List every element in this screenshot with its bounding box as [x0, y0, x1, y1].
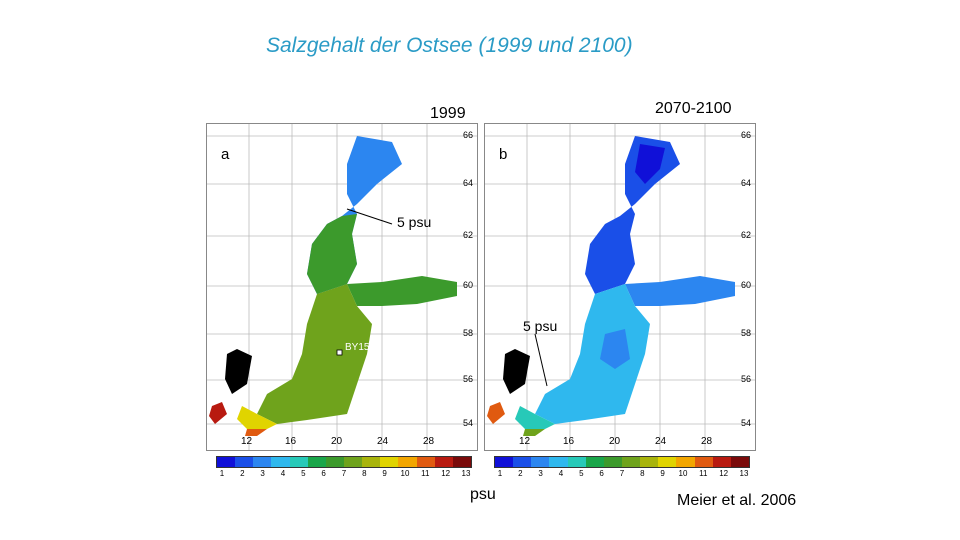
colorbar-tick-label: 4 [280, 469, 286, 478]
lat-tick: 62 [741, 230, 752, 240]
lat-tick: 62 [463, 230, 474, 240]
lat-tick: 56 [463, 374, 474, 384]
lon-tick: 16 [563, 436, 575, 447]
colorbar-swatch [712, 457, 731, 467]
colorbar-tick-label: 8 [362, 469, 367, 478]
lon-tick: 12 [241, 436, 253, 447]
colorbar-swatch [416, 457, 435, 467]
colorbar-b [494, 456, 750, 468]
colorbar-swatch [603, 457, 622, 467]
page-title: Salzgehalt der Ostsee (1999 und 2100) [266, 34, 633, 57]
colorbar-swatch [271, 457, 290, 467]
colorbar-swatch [549, 457, 568, 467]
colorbar-tick-label: 12 [441, 469, 451, 478]
colorbar-tick-label: 5 [579, 469, 584, 478]
colorbar-tick-label: 11 [699, 469, 708, 478]
lat-tick: 64 [463, 178, 474, 188]
lat-tick: 58 [463, 328, 474, 338]
lon-tick: 20 [609, 436, 621, 447]
colorbar-tick-label: 6 [321, 469, 326, 478]
colorbar-swatch [694, 457, 713, 467]
colorbar-tick-label: 12 [719, 469, 729, 478]
colorbar-tick-label: 7 [619, 469, 625, 478]
colorbar-a [216, 456, 472, 468]
colorbar-swatch [640, 457, 659, 467]
colorbar-swatch [380, 457, 399, 467]
colorbar-tick-label: 8 [640, 469, 645, 478]
lon-tick: 24 [377, 436, 389, 447]
station-marker [336, 349, 343, 356]
colorbar-swatch [307, 457, 326, 467]
colorbar-swatch [362, 457, 381, 467]
lat-tick: 66 [741, 130, 752, 140]
station-label: BY15 [345, 342, 370, 353]
colorbar-tick-label: 9 [660, 469, 665, 478]
colorbar-tick-label: 6 [599, 469, 604, 478]
colorbar-tick-label: 13 [739, 469, 749, 478]
colorbar-swatch [452, 457, 471, 467]
lon-tick: 28 [701, 436, 713, 447]
colorbar-tick-label: 5 [301, 469, 306, 478]
colorbar-swatch [513, 457, 532, 467]
lat-tick: 66 [463, 130, 474, 140]
colorbar-swatch [495, 457, 514, 467]
colorbar-swatch [676, 457, 695, 467]
citation: Meier et al. 2006 [677, 492, 797, 509]
lat-tick: 60 [741, 280, 752, 290]
panel-a-letter: a [221, 146, 230, 163]
unit-label: psu [470, 486, 496, 503]
colorbar-swatch [235, 457, 254, 467]
colorbar-a-ticks: 1 2 3 4 5 6 7 8 9 10 11 12 13 [216, 469, 472, 481]
colorbar-swatch [567, 457, 586, 467]
colorbar-swatch [217, 457, 236, 467]
lat-tick: 64 [741, 178, 752, 188]
lon-tick: 16 [285, 436, 297, 447]
colorbar-swatch [621, 457, 641, 467]
colorbar-tick-label: 4 [558, 469, 564, 478]
colorbar-swatch [658, 457, 677, 467]
colorbar-swatch [343, 457, 363, 467]
colorbar-tick-label: 13 [461, 469, 471, 478]
panel-b-letter: b [499, 146, 508, 163]
panel-b-period-label: 2070-2100 [655, 100, 732, 117]
panel-a-contour-label: 5 psu [397, 214, 432, 230]
lat-tick: 54 [463, 418, 474, 428]
lon-tick: 20 [331, 436, 343, 447]
colorbar-tick-label: 11 [421, 469, 430, 478]
colorbar-tick-label: 7 [341, 469, 347, 478]
colorbar-tick-label: 3 [260, 469, 265, 478]
colorbar-swatch [325, 457, 344, 467]
baltic-map-1999 [207, 124, 477, 450]
colorbar-tick-label: 3 [538, 469, 543, 478]
lon-tick: 24 [655, 436, 667, 447]
lat-tick: 56 [741, 374, 752, 384]
map-panel-a: a 5 psu BY15 66 64 62 60 58 56 54 12 16 … [206, 123, 478, 451]
colorbar-swatch [585, 457, 604, 467]
lon-tick: 12 [519, 436, 531, 447]
lon-tick: 28 [423, 436, 435, 447]
colorbar-swatch [434, 457, 453, 467]
colorbar-swatch [253, 457, 272, 467]
panel-b-contour-label: 5 psu [523, 318, 558, 334]
lat-tick: 54 [741, 418, 752, 428]
panel-a-period-label: 1999 [430, 105, 466, 122]
colorbar-tick-label: 2 [240, 469, 245, 478]
colorbar-tick-label: 1 [497, 469, 503, 478]
map-panel-b: b 5 psu 66 64 62 60 58 56 54 12 16 20 24… [484, 123, 756, 451]
colorbar-swatch [730, 457, 749, 467]
colorbar-b-ticks: 1 2 3 4 5 6 7 8 9 10 11 12 13 [494, 469, 750, 481]
colorbar-tick-label: 10 [400, 469, 410, 478]
lat-tick: 60 [463, 280, 474, 290]
colorbar-swatch [398, 457, 417, 467]
colorbar-tick-label: 10 [678, 469, 688, 478]
colorbar-swatch [289, 457, 308, 467]
colorbar-tick-label: 1 [219, 469, 225, 478]
colorbar-tick-label: 2 [518, 469, 523, 478]
baltic-map-2100 [485, 124, 755, 450]
colorbar-swatch [531, 457, 550, 467]
lat-tick: 58 [741, 328, 752, 338]
colorbar-tick-label: 9 [382, 469, 387, 478]
